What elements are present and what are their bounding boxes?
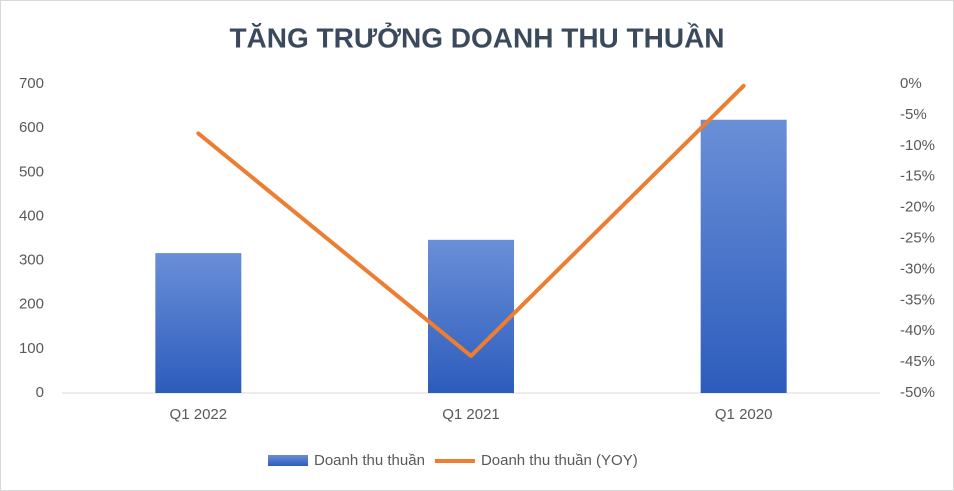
chart-title: TĂNG TRƯỞNG DOANH THU THUẦN [229,21,724,53]
line [196,83,746,358]
x-tick-label: Q1 2022 [170,406,228,423]
y2-tick-label: -10% [900,137,935,154]
y2-tick-label: -40% [900,322,935,339]
y-tick-label: 400 [19,207,44,224]
y-tick-label: 700 [19,75,44,92]
y2-tick-label: -25% [900,229,935,246]
y2-tick-label: -5% [900,106,927,123]
y2-tick-label: -35% [900,291,935,308]
y2-tick-label: 0% [900,75,922,92]
legend-label: Doanh thu thuần (YOY) [481,452,638,469]
y-tick-label: 200 [19,296,44,313]
y-tick-label: 0 [36,384,44,401]
y2-tick-label: -50% [900,384,935,401]
bar [700,119,787,394]
y2-tick-label: -45% [900,353,935,370]
bar [428,239,514,393]
legend-swatch [268,455,308,466]
y2-tick-label: -30% [900,260,935,277]
bar [155,253,242,393]
y2-tick-label: -15% [900,168,935,185]
x-tick-label: Q1 2020 [715,406,773,423]
y2-tick-label: -20% [900,199,935,216]
y-tick-label: 500 [19,163,44,180]
legend-label: Doanh thu thuần [314,452,425,469]
y-tick-label: 100 [19,340,44,357]
y-tick-label: 300 [19,252,44,269]
y-tick-label: 600 [19,119,44,136]
x-tick-label: Q1 2021 [442,406,500,423]
